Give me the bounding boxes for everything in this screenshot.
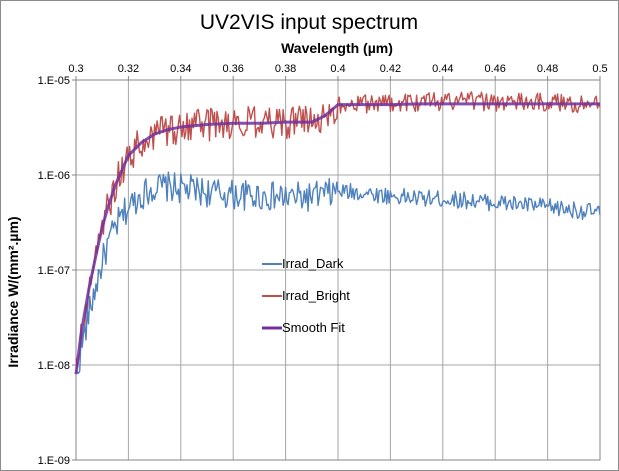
x-axis-title: Wavelength (µm) [281, 40, 393, 56]
x-tick-label: 0.5 [592, 63, 607, 75]
legend-label: Irrad_Bright [282, 288, 350, 303]
x-tick-label: 0.32 [118, 63, 139, 75]
x-tick-label: 0.34 [170, 63, 191, 75]
legend-label: Irrad_Dark [282, 256, 344, 271]
chart-title: UV2VIS input spectrum [200, 11, 418, 34]
x-tick-label: 0.3 [68, 63, 83, 75]
gridlines [72, 76, 601, 461]
series-line-smooth-fit [74, 102, 600, 375]
y-axis-title: Irradiance W/(mm².µm) [5, 216, 21, 367]
y-tick-label: 1.E-06 [38, 170, 70, 182]
x-tick-label: 0.44 [432, 63, 453, 75]
series-line-irrad-dark [75, 171, 601, 374]
plot-area [75, 79, 601, 461]
legend-label: Smooth Fit [282, 320, 345, 335]
x-tick-label: 0.36 [222, 63, 243, 75]
y-tick-label: 1.E-09 [38, 455, 70, 467]
x-tick-label: 0.42 [380, 63, 401, 75]
y-tick-label: 1.E-07 [38, 265, 70, 277]
x-tick-label: 0.48 [537, 63, 558, 75]
legend: Irrad_Dark Irrad_Bright Smooth Fit [262, 256, 350, 335]
y-tick-label: 1.E-08 [38, 360, 70, 372]
x-tick-label: 0.38 [275, 63, 296, 75]
tick-labels: 0.3 0.32 0.34 0.36 0.38 0.4 0.42 0.44 0.46 0.48 0.… [38, 63, 608, 467]
x-tick-label: 0.4 [330, 63, 345, 75]
x-tick-label: 0.46 [484, 63, 505, 75]
y-tick-label: 1.E-05 [38, 75, 70, 87]
series-lines [74, 91, 601, 375]
